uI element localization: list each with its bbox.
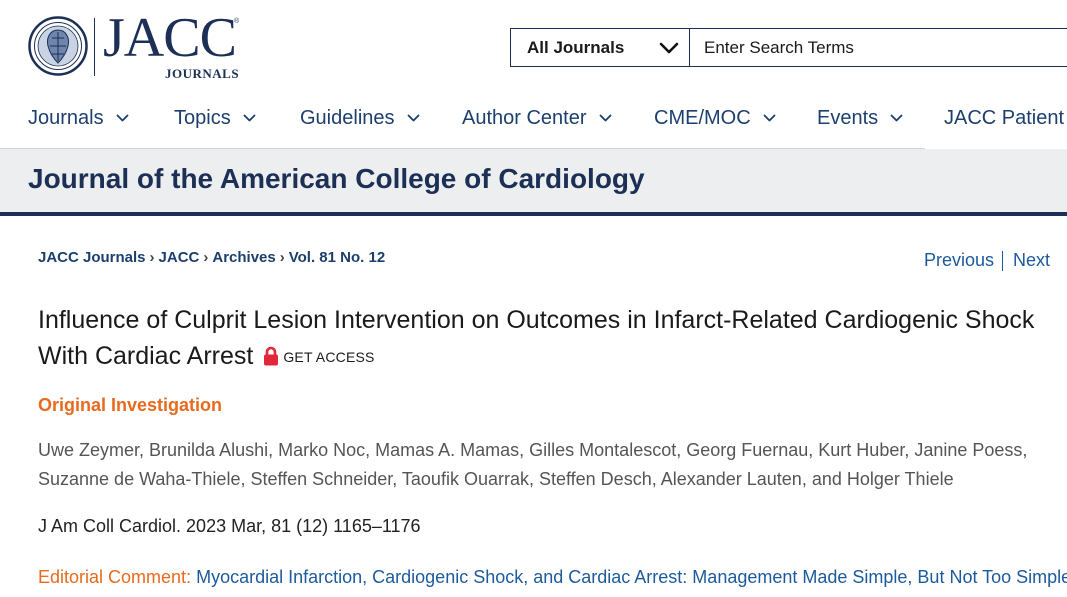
logo-trademark: ® <box>234 18 240 25</box>
logo-subtext: JOURNALS <box>165 66 240 81</box>
nav-label: Journals <box>28 106 104 129</box>
author-list[interactable]: Uwe Zeymer, Brunilda Alushi, Marko Noc, … <box>38 440 1028 489</box>
article-type: Original Investigation <box>38 395 223 415</box>
logo-divider <box>94 18 95 76</box>
search-bar: All Journals <box>510 28 1067 67</box>
breadcrumb-jacc-journals[interactable]: JACC Journals <box>38 249 146 266</box>
previous-link[interactable]: Previous <box>923 250 994 270</box>
jacc-wordmark: JACC ® JOURNALS <box>103 10 243 81</box>
banner-divider <box>0 212 1067 216</box>
next-link[interactable]: Next <box>1012 250 1050 270</box>
chevron-down-icon <box>116 114 129 122</box>
editorial-comment-link[interactable]: Myocardial Infarction, Cardiogenic Shock… <box>196 567 1067 587</box>
get-access-link[interactable]: GET ACCESS <box>283 349 375 365</box>
chevron-down-icon <box>243 114 256 122</box>
journal-banner: Journal of the American College of Cardi… <box>0 149 1067 212</box>
article-title-block: Influence of Culprit Lesion Intervention… <box>38 302 1053 376</box>
journal-title[interactable]: Journal of the American College of Cardi… <box>28 163 645 194</box>
acc-seal-icon <box>28 16 88 76</box>
lock-icon <box>263 340 279 376</box>
main-nav: Journals Topics Guidelines Author Center… <box>0 96 1067 146</box>
citation: J Am Coll Cardiol. 2023 Mar, 81 (12) 116… <box>38 516 421 536</box>
nav-guidelines[interactable]: Guidelines <box>300 96 420 140</box>
pager-divider <box>1001 250 1003 271</box>
chevron-down-icon <box>407 114 420 122</box>
breadcrumb-archives[interactable]: Archives <box>212 249 276 266</box>
breadcrumb-separator: › <box>203 249 209 266</box>
nav-label: Topics <box>174 106 231 129</box>
breadcrumb-separator: › <box>149 249 155 266</box>
breadcrumb-jacc[interactable]: JACC <box>158 249 200 266</box>
article-pager: Previous Next <box>924 250 1050 271</box>
search-input[interactable] <box>690 29 1067 66</box>
nav-events[interactable]: Events <box>817 96 903 140</box>
journal-scope-select[interactable]: All Journals <box>511 29 690 66</box>
article-title: Influence of Culprit Lesion Intervention… <box>38 306 1035 370</box>
nav-label: Author Center <box>462 106 587 129</box>
nav-cme-moc[interactable]: CME/MOC <box>654 96 776 140</box>
editorial-comment: Editorial Comment: Myocardial Infarction… <box>38 567 1067 588</box>
breadcrumb-issue[interactable]: Vol. 81 No. 12 <box>288 249 386 266</box>
chevron-down-icon <box>890 114 903 122</box>
editorial-comment-label: Editorial Comment: <box>38 567 192 587</box>
breadcrumb: JACC Journals › JACC › Archives › Vol. 81 No. … <box>38 249 385 266</box>
nav-divider <box>0 148 925 149</box>
nav-label: Guidelines <box>300 106 395 129</box>
chevron-down-icon <box>599 114 612 122</box>
nav-label: CME/MOC <box>654 106 751 129</box>
nav-jacc-patient[interactable]: JACC Patient <box>944 96 1064 140</box>
breadcrumb-separator: › <box>279 249 285 266</box>
jacc-logo[interactable]: JACC ® JOURNALS <box>28 10 243 81</box>
nav-topics[interactable]: Topics <box>174 96 256 140</box>
logo-text: JACC <box>103 7 237 69</box>
journal-scope-label: All Journals <box>527 37 625 57</box>
chevron-down-icon <box>659 42 679 53</box>
chevron-down-icon <box>763 114 776 122</box>
nav-author-center[interactable]: Author Center <box>462 96 612 140</box>
nav-label: Events <box>817 106 879 129</box>
nav-journals[interactable]: Journals <box>28 96 129 140</box>
nav-label: JACC Patient <box>944 106 1065 129</box>
